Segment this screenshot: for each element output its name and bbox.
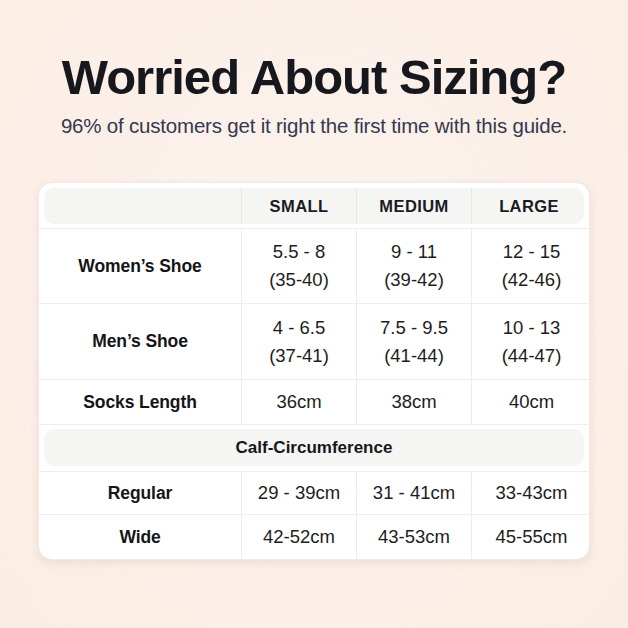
cell-socks-large: 40cm xyxy=(471,380,590,424)
shoe-size-eu: (35-40) xyxy=(269,266,329,294)
header-cell-medium: MEDIUM xyxy=(356,188,471,224)
shoe-size-range: 12 - 15 xyxy=(503,238,561,266)
table-row-mens-shoe: Men’s Shoe 4 - 6.5 (37-41) 7.5 - 9.5 (41… xyxy=(39,303,589,379)
cell-wide-medium: 43-53cm xyxy=(356,515,471,559)
table-row-womens-shoe: Women’s Shoe 5.5 - 8 (35-40) 9 - 11 (39-… xyxy=(39,228,589,303)
cell-socks-medium: 38cm xyxy=(356,380,471,424)
cell-regular-small: 29 - 39cm xyxy=(241,472,356,514)
size-header-band: SMALL MEDIUM LARGE xyxy=(44,188,584,224)
cell-wide-large: 45-55cm xyxy=(471,515,590,559)
sizing-guide-infographic: Worried About Sizing? 96% of customers g… xyxy=(0,0,628,628)
table-row-calf-wide: Wide 42-52cm 43-53cm 45-55cm xyxy=(39,514,589,559)
cell-womens-medium: 9 - 11 (39-42) xyxy=(356,229,471,303)
shoe-size-range: 9 - 11 xyxy=(391,238,437,266)
cell-socks-small: 36cm xyxy=(241,380,356,424)
shoe-size-range: 5.5 - 8 xyxy=(273,238,325,266)
size-table: SMALL MEDIUM LARGE Women’s Shoe 5.5 - 8 … xyxy=(38,182,590,560)
row-label-wide: Wide xyxy=(39,515,241,559)
row-label-socks-length: Socks Length xyxy=(39,380,241,424)
headline-block: Worried About Sizing? 96% of customers g… xyxy=(0,0,628,138)
calf-section-band: Calf-Circumference xyxy=(44,429,584,466)
table-section-calf-circumference: Calf-Circumference xyxy=(39,424,589,471)
shoe-size-eu: (37-41) xyxy=(269,342,329,370)
page-title: Worried About Sizing? xyxy=(0,50,628,105)
table-header-row: SMALL MEDIUM LARGE xyxy=(39,183,589,228)
cell-womens-large: 12 - 15 (42-46) xyxy=(471,229,590,303)
shoe-size-eu: (41-44) xyxy=(384,342,444,370)
table-row-socks-length: Socks Length 36cm 38cm 40cm xyxy=(39,379,589,424)
cell-mens-large: 10 - 13 (44-47) xyxy=(471,304,590,379)
cell-wide-small: 42-52cm xyxy=(241,515,356,559)
cell-mens-medium: 7.5 - 9.5 (41-44) xyxy=(356,304,471,379)
page-subtitle: 96% of customers get it right the first … xyxy=(0,114,628,138)
table-row-calf-regular: Regular 29 - 39cm 31 - 41cm 33-43cm xyxy=(39,471,589,514)
shoe-size-range: 4 - 6.5 xyxy=(273,314,325,342)
row-label-regular: Regular xyxy=(39,472,241,514)
cell-regular-large: 33-43cm xyxy=(471,472,590,514)
shoe-size-range: 10 - 13 xyxy=(503,314,561,342)
header-cell-large: LARGE xyxy=(471,188,586,224)
shoe-size-eu: (42-46) xyxy=(502,266,562,294)
shoe-size-eu: (39-42) xyxy=(384,266,444,294)
row-label-womens-shoe: Women’s Shoe xyxy=(39,229,241,303)
cell-womens-small: 5.5 - 8 (35-40) xyxy=(241,229,356,303)
shoe-size-eu: (44-47) xyxy=(502,342,562,370)
row-label-mens-shoe: Men’s Shoe xyxy=(39,304,241,379)
cell-regular-medium: 31 - 41cm xyxy=(356,472,471,514)
shoe-size-range: 7.5 - 9.5 xyxy=(380,314,448,342)
cell-mens-small: 4 - 6.5 (37-41) xyxy=(241,304,356,379)
header-cell-small: SMALL xyxy=(241,188,356,224)
header-cell-empty xyxy=(44,188,241,224)
